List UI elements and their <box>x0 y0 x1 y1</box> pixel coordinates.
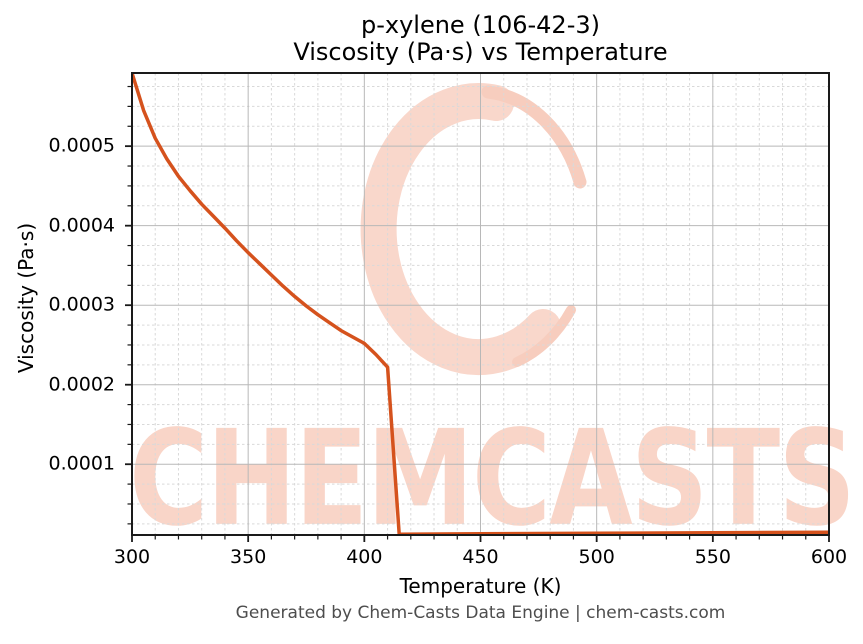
watermark-text: CHEMCASTS <box>129 403 856 556</box>
major-gridlines <box>131 73 830 535</box>
axis-tick-marks <box>125 85 830 542</box>
plot-border-spines <box>131 72 830 536</box>
viscosity-curve <box>132 73 829 535</box>
